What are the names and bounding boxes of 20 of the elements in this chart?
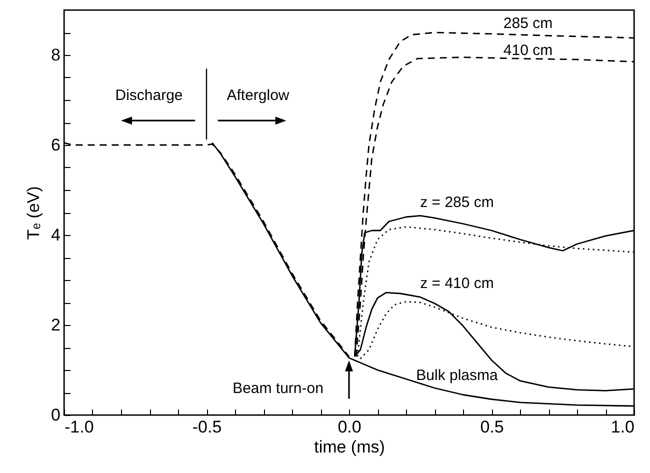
x-tick-label: 1.0 <box>610 418 634 436</box>
x-tick-label: -1.0 <box>64 418 94 436</box>
annotation: Beam turn-on <box>232 380 324 397</box>
x-tick-label: 0.0 <box>338 418 362 436</box>
annotation: z = 285 cm <box>420 194 494 211</box>
x-tick-label: -0.5 <box>192 418 222 436</box>
y-tick-label: 6 <box>51 136 60 154</box>
annotation: Afterglow <box>226 87 290 104</box>
x-axis-title: time (ms) <box>314 438 385 456</box>
annotation: 285 cm <box>503 15 553 32</box>
annotation: Bulk plasma <box>416 367 499 384</box>
annotation: 410 cm <box>503 42 553 59</box>
x-tick-label: 0.5 <box>480 418 504 436</box>
y-axis-title: Tₑ (eV) <box>24 186 44 240</box>
annotation: Discharge <box>115 87 183 104</box>
y-tick-label: 0 <box>51 406 60 424</box>
y-tick-label: 2 <box>51 316 60 334</box>
annotation: z = 410 cm <box>420 275 494 292</box>
y-tick-label: 4 <box>51 226 60 244</box>
y-tick-label: 8 <box>51 46 60 64</box>
